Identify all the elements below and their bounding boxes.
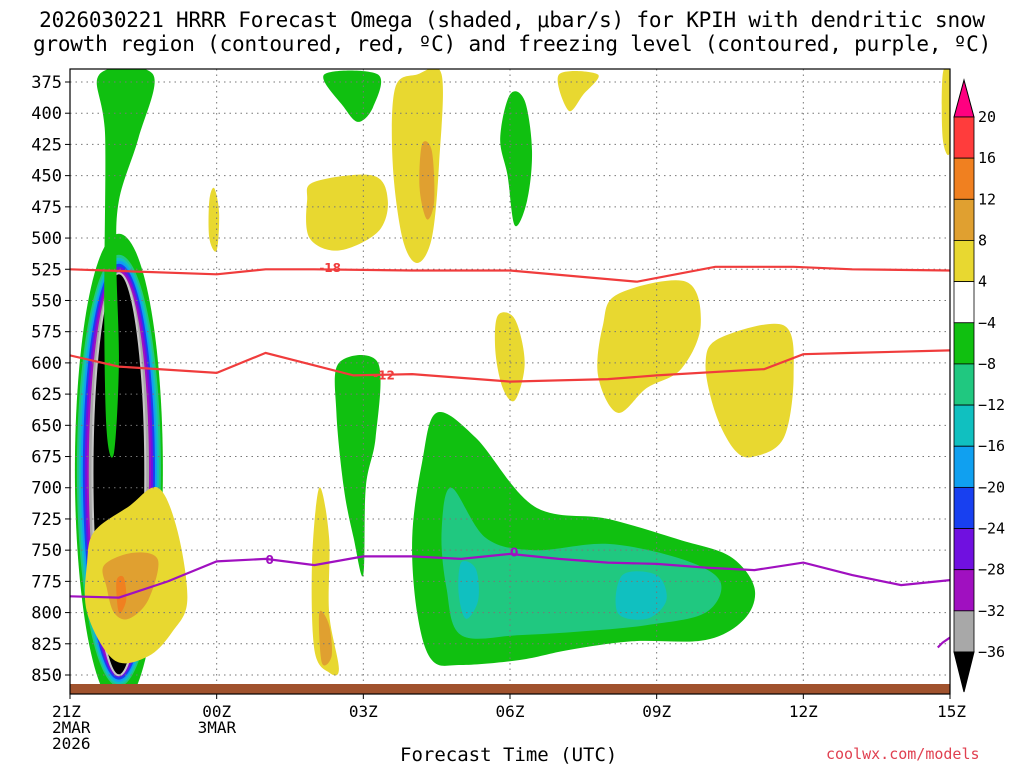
colorbar-label: −12 [978,396,1005,414]
omega-region-orange-low-left [102,552,159,620]
omega-region-cyan-core-2 [458,560,479,619]
contour-0C [70,552,950,599]
omega-region-yellow-low-01z [311,487,339,676]
colorbar-box [953,404,975,447]
colorbar-box [953,322,975,365]
colorbar-box [953,198,975,241]
colorbar-box [953,445,975,488]
y-tick-label: 800 [31,604,62,624]
x-tick-label: 21Z [52,702,81,721]
omega-region-yellow-top-right-small [557,70,599,112]
x-axis-label: Forecast Time (UTC) [400,744,618,766]
contour-label-0C: 0 [510,546,518,560]
x-tick-label: 15Z [937,702,966,721]
y-tick-label: 825 [31,635,62,655]
y-tick-label: 475 [31,198,62,218]
x-tick-label: 00Z [202,702,231,721]
omega-region-orange-low-01z [318,610,332,666]
colorbar-box [953,363,975,406]
y-tick-label: 850 [31,666,62,686]
y-tick-label: 400 [31,104,62,124]
y-tick-label: 650 [31,416,62,436]
omega-region-yellow-strip-00z [208,187,220,252]
x-tick-label: 12Z [789,702,818,721]
x-tick-label: 06Z [496,702,525,721]
y-tick-label: 375 [31,73,62,93]
y-tick-label: 750 [31,541,62,561]
x-tick-sublabel: 2026 [52,734,91,753]
x-tick-label: 09Z [642,702,671,721]
colorbar-top-triangle [953,78,975,118]
y-tick-label: 725 [31,510,62,530]
y-tick-label: 525 [31,260,62,280]
omega-shading [74,69,950,694]
omega-region-yellow-mid-06z [494,312,525,402]
omega-region-green-column-06z [500,91,533,227]
colorbar-label: −8 [978,355,996,373]
colorbar-label: 16 [978,149,996,167]
colorbar-label: −32 [978,602,1005,620]
colorbar-label: −24 [978,520,1005,538]
y-tick-label: 550 [31,291,62,311]
colorbar-label: −28 [978,561,1005,579]
x-tick-label: 03Z [349,702,378,721]
colorbar: 20 16 12 8 4 −4 −8 −12 −16 −20 −24 −28 −32 −36 [953,78,1005,693]
omega-region-cyan-cores [615,571,667,620]
y-tick-label: 425 [31,135,62,155]
colorbar-label: 8 [978,231,987,249]
y-axis: 375 400 425 450 475 500 525 550 575 600 625 650 675 7… [31,73,70,686]
credit-text: coolwx.com/models [826,745,980,763]
omega-region-yellow-mid-12z [705,323,794,458]
colorbar-label: 20 [978,108,996,126]
colorbar-box [953,610,975,653]
omega-region-yellow-mid-09z [597,280,701,413]
y-tick-label: 500 [31,229,62,249]
colorbar-box [953,157,975,200]
colorbar-label: −4 [978,314,996,332]
colorbar-box [953,116,975,159]
omega-region-green-plume-top [323,70,382,122]
x-tick-sublabel: 2MAR [52,718,91,737]
terrain-ground [70,684,950,694]
contour-label-0C: 0 [266,553,274,567]
colorbar-box [953,240,975,283]
omega-region-dark-orange-low-left [116,575,127,614]
x-tick-sublabel: 3MAR [198,718,237,737]
omega-region-yellow-top-right-edge [941,69,950,156]
colorbar-label: −16 [978,437,1005,455]
colorbar-box [953,486,975,529]
y-tick-label: 775 [31,572,62,592]
omega-region-yellow-upper-mid [306,174,388,251]
y-tick-label: 625 [31,385,62,405]
y-tick-label: 675 [31,448,62,468]
chart-title-line-1: 2026030221 HRRR Forecast Omega (shaded, … [39,8,985,32]
omega-region-green-column-03z [334,355,381,577]
colorbar-bottom-triangle [953,651,975,693]
y-tick-label: 600 [31,354,62,374]
contour-label--18C: -18 [319,261,341,275]
colorbar-box [953,281,975,324]
colorbar-box [953,528,975,571]
contour-label--12C: -12 [373,368,395,382]
y-tick-label: 700 [31,479,62,499]
y-tick-label: 450 [31,167,62,187]
colorbar-label: 12 [978,190,996,208]
contour--12C [70,349,950,383]
omega-region-orange-upper-03z [419,141,435,220]
omega-region-green-band-left-top [96,69,155,458]
colorbar-label: −20 [978,478,1005,496]
colorbar-label: −36 [978,643,1005,661]
contour-0C-fragment [936,636,950,649]
chart-title-line-2: growth region (contoured, red, ºC) and f… [32,32,992,56]
temperature-contours: -18 -12 0 0 [70,261,950,649]
grid-lines [70,69,950,694]
y-tick-label: 575 [31,323,62,343]
colorbar-label: 4 [978,273,987,291]
contour--18C [70,265,950,283]
colorbar-box [953,569,975,612]
